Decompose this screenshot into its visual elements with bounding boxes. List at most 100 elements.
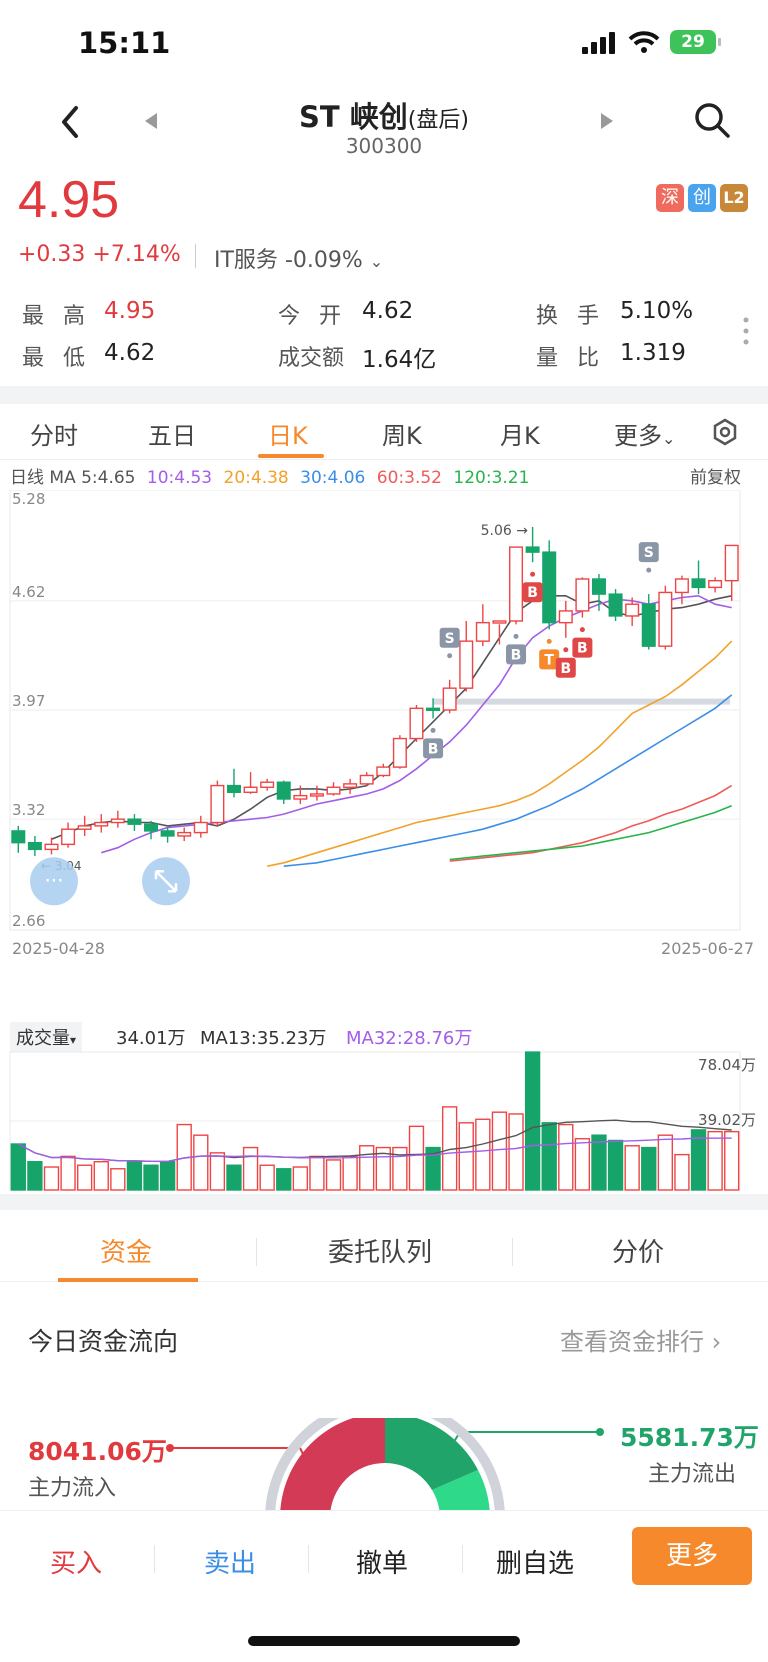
current-price: 4.95: [18, 171, 120, 229]
section-divider: [0, 386, 768, 404]
candle: [226, 768, 241, 798]
tab-weekly-k[interactable]: 周K: [382, 422, 422, 450]
candle: [293, 785, 308, 805]
candle-body: [492, 620, 507, 624]
adjust-mode[interactable]: 前复权: [690, 468, 741, 488]
signal-label: T: [544, 652, 554, 668]
stat-label: 今 开: [278, 304, 347, 329]
sell-button[interactable]: 卖出: [204, 1549, 257, 1579]
y-tick-label: 3.97: [12, 692, 45, 710]
active-tab-indicator: [58, 1278, 198, 1282]
volume-max-label: 78.04万: [698, 1056, 756, 1074]
stat-amount: 1.64亿: [362, 347, 437, 373]
volume-bar: [425, 1146, 441, 1191]
tab-price-distribution[interactable]: 分价: [612, 1238, 665, 1268]
volume-bar: [259, 1164, 275, 1191]
buy-button[interactable]: 买入: [50, 1549, 103, 1579]
candle-body: [392, 737, 407, 768]
inflow-label: 主力流入: [28, 1476, 117, 1501]
volume-selector[interactable]: 成交量▾: [10, 1022, 83, 1052]
volume-bar: [690, 1129, 707, 1191]
tab-order-queue[interactable]: 委托队列: [328, 1238, 433, 1268]
signal-label: B: [511, 647, 522, 663]
outflow-label: 主力流出: [648, 1462, 737, 1487]
candle-body: [94, 821, 109, 827]
candle: [160, 827, 175, 843]
back-arrow-icon[interactable]: [58, 104, 82, 140]
y-tick-label: 5.28: [12, 490, 45, 508]
tab-monthly-k[interactable]: 月K: [500, 422, 540, 450]
volume-chart[interactable]: 78.04万 39.02万: [0, 1050, 768, 1192]
volume-bar: [93, 1161, 109, 1191]
period-tabs: 分时 五日 日K 周K 月K 更多⌄: [0, 404, 768, 460]
tab-five-day[interactable]: 五日: [148, 422, 196, 450]
tab-capital[interactable]: 资金: [100, 1238, 153, 1268]
volume-bar: [657, 1134, 674, 1191]
capital-rank-link[interactable]: 查看资金排行 ›: [560, 1322, 721, 1357]
volume-bar: [607, 1139, 624, 1191]
settings-icon[interactable]: [712, 418, 738, 446]
home-indicator: [248, 1636, 520, 1646]
search-icon[interactable]: [692, 100, 732, 140]
candle-body: [409, 707, 424, 740]
status-time: 15:11: [78, 26, 171, 60]
volume-bar: [524, 1051, 541, 1191]
kline-chart[interactable]: 5.284.623.973.322.665.06 →← 3.04SBBBTBBS…: [0, 490, 768, 1010]
candle: [509, 546, 524, 625]
high-price-label: 5.06 →: [481, 523, 529, 539]
candle-body: [27, 841, 42, 851]
x-end-label: 2025-06-27: [661, 939, 754, 958]
candle: [392, 735, 407, 769]
tab-daily-k[interactable]: 日K: [268, 422, 308, 450]
volume-ma32: MA32:28.76万: [346, 1028, 473, 1049]
more-actions-button[interactable]: 更多: [632, 1527, 752, 1585]
candle-body: [708, 579, 723, 589]
candle-body: [77, 825, 92, 830]
ma-legend-item: 10:4.53: [146, 468, 213, 488]
candle-body: [127, 818, 142, 825]
tag-chinext: 创: [688, 184, 716, 212]
candle: [376, 763, 391, 778]
signal-label: B: [428, 741, 439, 757]
candle: [61, 822, 76, 848]
candle-body: [110, 818, 125, 824]
candle-body: [426, 707, 441, 712]
more-stats-icon[interactable]: [742, 316, 750, 346]
next-stock-icon[interactable]: [600, 112, 614, 130]
signal-dot: [513, 633, 519, 639]
candle: [326, 782, 341, 796]
prev-stock-icon[interactable]: [144, 112, 158, 130]
tag-level2: L2: [720, 184, 748, 212]
y-tick-label: 4.62: [12, 583, 45, 601]
remove-watchlist-button[interactable]: 删自选: [496, 1549, 575, 1579]
price-change: +0.33 +7.14%: [18, 242, 181, 267]
chevron-down-icon: ⌄: [369, 252, 384, 271]
candle: [210, 780, 225, 826]
trade-signal-b: B: [572, 627, 593, 658]
tab-more[interactable]: 更多⌄: [614, 416, 675, 451]
candle-body: [343, 783, 358, 788]
sector-change: -0.09%: [284, 248, 363, 273]
volume-bar: [27, 1161, 43, 1191]
outflow-value: 5581.73万: [620, 1423, 759, 1452]
candle-body: [658, 591, 673, 647]
candle: [459, 620, 474, 692]
cancel-order-button[interactable]: 撤单: [356, 1549, 409, 1579]
volume-bar: [724, 1130, 740, 1191]
trade-signal-b: B: [555, 647, 576, 678]
stock-title: ST 峡创(盘后): [0, 94, 768, 136]
candle: [591, 573, 606, 611]
candle-body: [359, 774, 374, 785]
signal-badge: [522, 582, 543, 603]
volume-bar: [126, 1161, 143, 1191]
ma-line-ma30: [283, 694, 733, 867]
volume-bar: [60, 1155, 76, 1191]
volume-ma32-line: [17, 1137, 732, 1163]
tab-intraday[interactable]: 分时: [30, 422, 78, 450]
candle: [558, 600, 573, 638]
action-bar: 买入 卖出 撤单 删自选 更多: [0, 1510, 768, 1630]
wifi-icon: [628, 31, 660, 53]
candle: [193, 815, 208, 838]
sector-link[interactable]: IT服务 -0.09% ⌄: [214, 242, 383, 274]
volume-bar: [392, 1146, 408, 1191]
